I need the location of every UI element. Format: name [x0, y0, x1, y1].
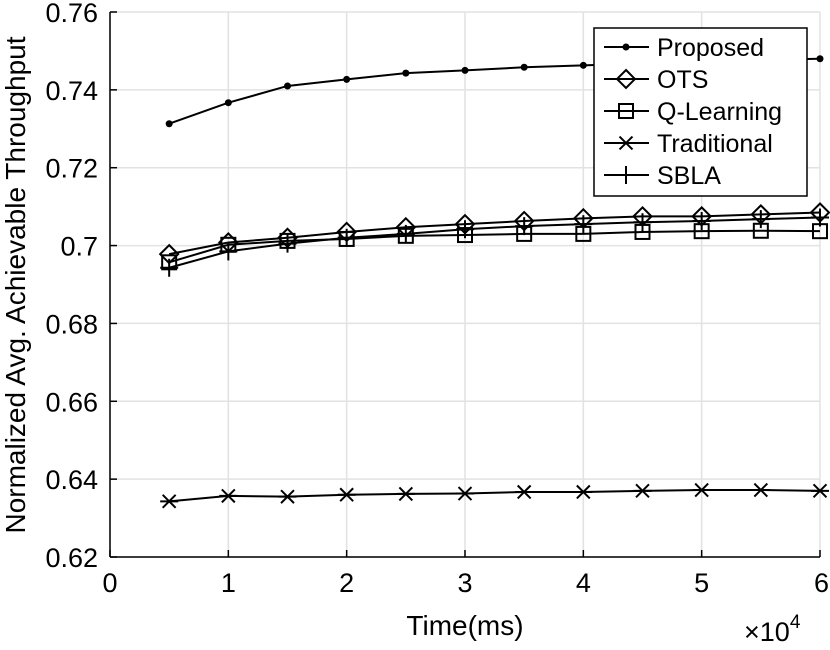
legend-label: OTS — [657, 66, 708, 94]
data-point-sbla — [515, 217, 534, 236]
legend-item-ots: OTS — [604, 66, 708, 94]
legend-label: Proposed — [657, 34, 764, 62]
data-point-traditional — [337, 487, 356, 502]
data-point-sbla — [219, 242, 238, 261]
data-point-traditional — [574, 484, 593, 500]
tick-labels: 0 1 2 3 4 5 6 0.62 0.64 0.66 0.68 0.7 0.72 0.74 0.76 — [45, 0, 829, 598]
x-multiplier-exponent: 4 — [790, 612, 801, 633]
data-point-traditional — [692, 482, 711, 498]
data-point-proposed — [165, 120, 173, 128]
data-point-traditional — [396, 486, 415, 502]
x-axis-title: Time(ms) — [406, 610, 523, 641]
data-point-traditional — [456, 486, 474, 501]
y-tick-label: 0.72 — [45, 154, 98, 184]
data-point-sbla — [337, 228, 356, 247]
data-point-traditional — [278, 489, 297, 504]
legend-label: Traditional — [657, 130, 773, 158]
data-point-traditional — [751, 482, 770, 498]
legend-marker-ots — [615, 68, 637, 90]
data-point-traditional — [160, 494, 179, 509]
legend-marker-sbla — [617, 166, 635, 184]
data-point-proposed — [343, 75, 351, 83]
data-point-proposed — [402, 69, 410, 77]
x-multiplier-base: ×10 — [744, 617, 790, 647]
x-tick-label: 2 — [339, 568, 354, 598]
legend-item-sbla: SBLA — [604, 162, 721, 190]
x-tick-label: 0 — [102, 568, 117, 598]
legend-item-traditional: Traditional — [604, 130, 773, 158]
legend-marker-proposed — [622, 43, 630, 51]
data-point-sbla — [751, 210, 770, 229]
data-point-proposed — [579, 61, 587, 69]
data-point-proposed — [816, 55, 824, 63]
series-sbla — [160, 208, 829, 277]
legend-label: Q-Learning — [657, 98, 782, 126]
data-point-sbla — [396, 224, 415, 243]
legend-marker-q-learning — [618, 103, 634, 119]
y-tick-label: 0.62 — [45, 543, 98, 573]
data-point-proposed — [284, 82, 291, 90]
series-line-traditional — [169, 489, 821, 503]
data-point-sbla — [456, 220, 474, 239]
data-point-sbla — [160, 258, 179, 277]
legend-item-proposed: Proposed — [604, 34, 764, 62]
data-point-traditional — [811, 483, 829, 499]
series-line-q-learning — [168, 229, 821, 264]
series-traditional — [160, 482, 829, 509]
y-tick-label: 0.68 — [45, 309, 98, 339]
legend-item-q-learning: Q-Learning — [604, 98, 782, 126]
data-point-sbla — [574, 215, 593, 234]
y-tick-label: 0.66 — [45, 387, 98, 417]
y-tick-label: 0.64 — [45, 465, 98, 495]
legend-marker-traditional — [617, 135, 635, 151]
y-tick-label: 0.76 — [45, 0, 98, 28]
y-tick-label: 0.7 — [60, 232, 98, 262]
axes — [109, 11, 821, 558]
data-point-proposed — [461, 66, 469, 74]
data-point-traditional — [219, 488, 238, 504]
series-line-sbla — [168, 216, 821, 269]
legend: Proposed OTS Q-Learning Traditional SBLA — [593, 27, 808, 197]
data-point-sbla — [633, 213, 652, 232]
x-tick-label: 1 — [221, 568, 236, 598]
data-point-sbla — [692, 212, 711, 231]
x-tick-label: 3 — [457, 568, 472, 598]
data-point-sbla — [278, 234, 297, 253]
data-point-proposed — [224, 99, 232, 107]
data-point-sbla — [811, 208, 829, 227]
x-tick-label: 5 — [694, 568, 709, 598]
x-tick-label: 4 — [576, 568, 591, 598]
y-axis-title: Normalized Avg. Achievable Throughput — [0, 36, 31, 533]
series-layer — [158, 55, 830, 509]
data-point-traditional — [515, 484, 534, 500]
data-point-proposed — [520, 63, 528, 71]
data-point-traditional — [633, 483, 652, 499]
x-tick-label: 6 — [814, 568, 829, 598]
x-multiplier: ×104 — [744, 612, 801, 647]
legend-label: SBLA — [657, 162, 721, 190]
y-tick-label: 0.74 — [45, 76, 98, 106]
